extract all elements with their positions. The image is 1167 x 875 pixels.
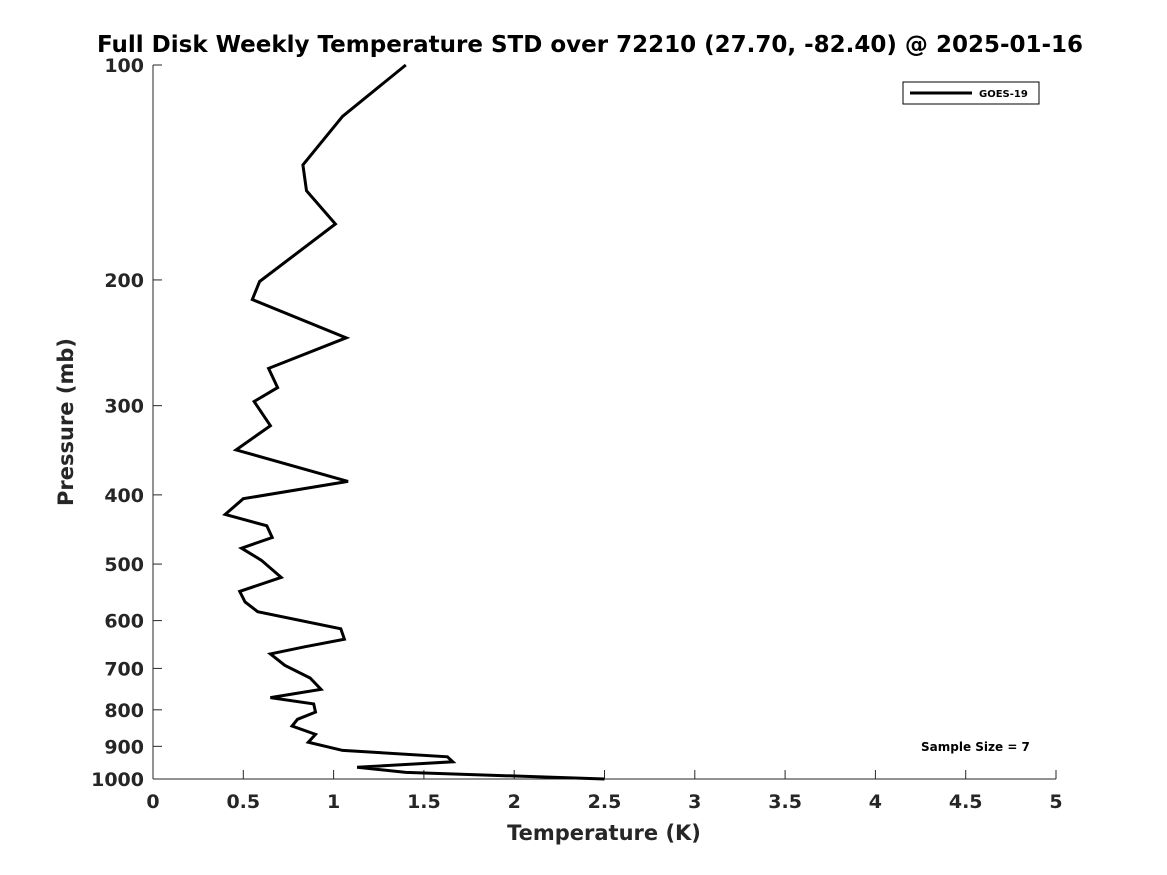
x-tick-label: 1.5 (407, 791, 441, 813)
x-tick-label: 2 (508, 791, 521, 813)
plot-area (153, 65, 1056, 779)
y-tick-label: 600 (104, 611, 144, 633)
y-tick-label: 700 (104, 658, 144, 680)
x-tick-label: 2.5 (588, 791, 622, 813)
y-tick-label: 900 (104, 736, 144, 758)
x-tick-label: 0.5 (226, 791, 260, 813)
x-axis-title: Temperature (K) (507, 821, 701, 845)
series-lines (222, 63, 605, 781)
x-axis-ticks: 0 0.5 1 1.5 2 2.5 3 3.5 4 4.5 5 (146, 770, 1063, 813)
sample-size-annotation: Sample Size = 7 (921, 740, 1030, 754)
y-tick-label: 500 (104, 554, 144, 576)
y-tick-label: 300 (104, 396, 144, 418)
x-tick-label: 5 (1049, 791, 1062, 813)
y-tick-label: 1000 (91, 769, 144, 791)
x-tick-label: 3.5 (768, 791, 802, 813)
y-tick-label: 800 (104, 700, 144, 722)
x-tick-label: 4 (869, 791, 882, 813)
x-tick-label: 0 (146, 791, 159, 813)
chart-title: Full Disk Weekly Temperature STD over 72… (97, 32, 1083, 58)
x-tick-label: 4.5 (949, 791, 983, 813)
y-tick-label: 100 (104, 55, 144, 77)
y-tick-label: 200 (104, 270, 144, 292)
y-axis-ticks: 100 200 300 400 500 600 700 800 900 1000 (91, 55, 162, 791)
legend: GOES-19 (902, 81, 1040, 105)
y-axis-title: Pressure (mb) (54, 338, 78, 506)
x-tick-label: 3 (688, 791, 701, 813)
y-tick-label: 400 (104, 485, 144, 507)
x-tick-label: 1 (327, 791, 340, 813)
legend-label-goes-19: GOES-19 (979, 89, 1028, 100)
series-line-goes-19 (222, 63, 605, 781)
